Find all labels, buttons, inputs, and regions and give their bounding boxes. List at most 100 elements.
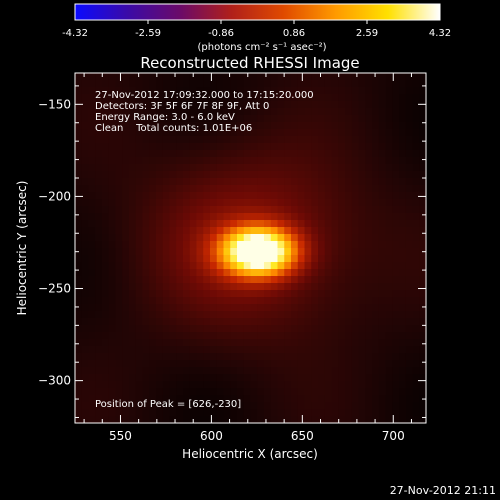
heatmap-cell — [277, 402, 285, 410]
heatmap-cell — [378, 416, 386, 424]
heatmap-cell — [102, 360, 110, 368]
heatmap-cell — [102, 150, 110, 158]
heatmap-cell — [351, 339, 359, 347]
heatmap-cell — [102, 388, 110, 396]
heatmap-cell — [169, 80, 177, 88]
heatmap-cell — [115, 213, 123, 221]
heatmap-cell — [264, 192, 272, 200]
heatmap-cell — [338, 108, 346, 116]
heatmap-cell — [162, 269, 170, 277]
heatmap-cell — [318, 360, 326, 368]
heatmap-cell — [196, 388, 204, 396]
heatmap-cell — [243, 388, 251, 396]
heatmap-cell — [169, 318, 177, 326]
heatmap-cell — [216, 164, 224, 172]
heatmap-cell — [108, 304, 116, 312]
heatmap-cell — [250, 185, 258, 193]
heatmap-cell — [142, 115, 150, 123]
heatmap-cell — [102, 374, 110, 382]
heatmap-cell — [142, 108, 150, 116]
heatmap-cell — [351, 388, 359, 396]
heatmap-cell — [250, 395, 258, 403]
heatmap-cell — [95, 395, 103, 403]
heatmap-cell — [210, 87, 218, 95]
heatmap-cell — [392, 171, 400, 179]
heatmap-cell — [223, 115, 231, 123]
heatmap-cell — [216, 409, 224, 417]
heatmap-cell — [264, 143, 272, 151]
heatmap-cell — [311, 241, 319, 249]
heatmap-cell — [392, 290, 400, 298]
heatmap-cell — [412, 248, 420, 256]
heatmap-cell — [230, 136, 238, 144]
heatmap-cell — [365, 367, 373, 375]
heatmap-cell — [129, 129, 137, 137]
heatmap-cell — [264, 374, 272, 382]
heatmap-cell — [156, 248, 164, 256]
heatmap-cell — [412, 353, 420, 361]
heatmap-cell — [142, 269, 150, 277]
heatmap-cell — [230, 388, 238, 396]
heatmap-cell — [284, 73, 292, 81]
heatmap-cell — [318, 143, 326, 151]
heatmap-cell — [419, 346, 427, 354]
heatmap-cell — [230, 339, 238, 347]
heatmap-cell — [250, 80, 258, 88]
heatmap-cell — [291, 269, 299, 277]
heatmap-cell — [237, 353, 245, 361]
heatmap-cell — [419, 122, 427, 130]
heatmap-cell — [338, 94, 346, 102]
heatmap-cell — [372, 360, 380, 368]
heatmap-cell — [257, 276, 265, 284]
heatmap-cell — [284, 395, 292, 403]
heatmap-cell — [385, 283, 393, 291]
heatmap-cell — [115, 122, 123, 130]
heatmap-cell — [162, 94, 170, 102]
heatmap-cell — [250, 262, 258, 270]
heatmap-cell — [345, 353, 353, 361]
heatmap-cell — [304, 416, 312, 424]
heatmap-cell — [385, 94, 393, 102]
heatmap-cell — [385, 381, 393, 389]
heatmap-cell — [270, 241, 278, 249]
heatmap-cell — [291, 339, 299, 347]
heatmap-cell — [378, 367, 386, 375]
heatmap-cell — [75, 241, 83, 249]
heatmap-cell — [102, 234, 110, 242]
heatmap-cell — [243, 311, 251, 319]
heatmap-cell — [88, 213, 96, 221]
heatmap-cell — [183, 227, 191, 235]
heatmap-cell — [399, 178, 407, 186]
heatmap-cell — [95, 234, 103, 242]
heatmap-cell — [250, 304, 258, 312]
heatmap-cell — [169, 402, 177, 410]
heatmap-cell — [365, 206, 373, 214]
heatmap-cell — [210, 122, 218, 130]
heatmap-cell — [304, 192, 312, 200]
heatmap-cell — [311, 115, 319, 123]
heatmap-cell — [412, 227, 420, 235]
heatmap-cell — [210, 213, 218, 221]
heatmap-cell — [284, 101, 292, 109]
heatmap-cell — [304, 248, 312, 256]
heatmap-cell — [149, 178, 157, 186]
heatmap-cell — [372, 283, 380, 291]
heatmap-cell — [405, 262, 413, 270]
heatmap-cell — [304, 199, 312, 207]
heatmap-cell — [264, 262, 272, 270]
heatmap-cell — [122, 171, 130, 179]
heatmap-cell — [385, 255, 393, 263]
heatmap-cell — [291, 122, 299, 130]
heatmap-cell — [156, 164, 164, 172]
heatmap-cell — [237, 220, 245, 228]
heatmap-cell — [338, 374, 346, 382]
heatmap-cell — [311, 262, 319, 270]
heatmap-cell — [243, 185, 251, 193]
heatmap-cell — [372, 262, 380, 270]
heatmap-cell — [81, 367, 89, 375]
heatmap-cell — [102, 87, 110, 95]
heatmap-cell — [378, 297, 386, 305]
heatmap-cell — [210, 80, 218, 88]
heatmap-cell — [291, 199, 299, 207]
heatmap-cell — [216, 325, 224, 333]
